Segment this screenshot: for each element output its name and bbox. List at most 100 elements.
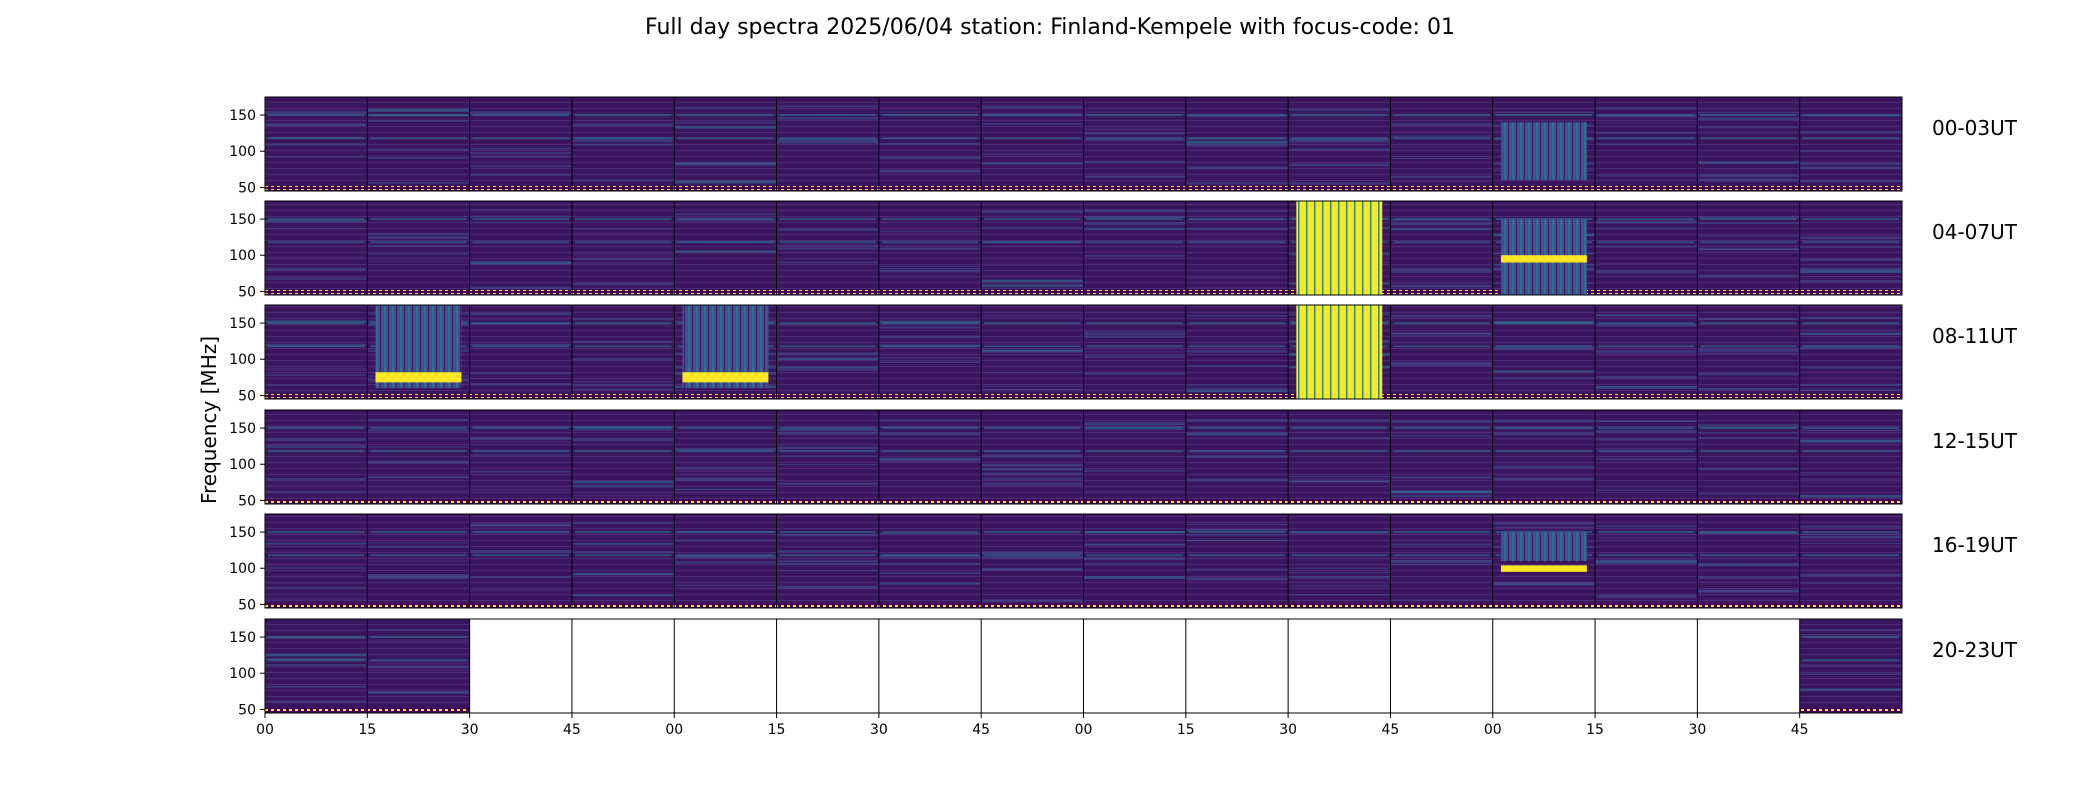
interference-line	[779, 427, 876, 430]
noise-band	[1288, 437, 1391, 440]
noise-band	[1595, 458, 1698, 461]
noise-band	[1390, 362, 1493, 365]
noise-band	[1288, 480, 1391, 483]
noise-band	[367, 668, 470, 672]
noise-band	[1390, 435, 1493, 437]
noise-band	[776, 244, 879, 248]
interference-line	[1393, 218, 1490, 221]
noise-band	[265, 597, 368, 601]
interference-line	[1291, 427, 1388, 430]
noise-band	[1390, 476, 1493, 479]
noise-band	[1185, 286, 1289, 288]
noise-band	[1697, 348, 1800, 352]
row-frame	[264, 513, 1903, 609]
noise-band	[776, 585, 879, 589]
interference-line	[779, 531, 876, 534]
noise-band	[776, 139, 879, 141]
noise-band	[981, 226, 1084, 229]
noise-band	[1492, 432, 1596, 436]
noise-band	[776, 105, 879, 108]
y-tick-label: 150	[229, 108, 256, 124]
noise-band	[1083, 216, 1186, 219]
noise-band	[981, 371, 1084, 374]
spectrum-panel	[469, 514, 572, 608]
noise-band	[1492, 477, 1596, 481]
noise-band	[1390, 599, 1493, 601]
noise-band	[1697, 161, 1800, 164]
noise-band	[878, 361, 982, 364]
noise-band	[776, 550, 879, 552]
empty-panel	[1390, 619, 1493, 713]
burst-feature	[1296, 201, 1383, 295]
row-time-label: 08-11UT	[1932, 324, 2018, 348]
noise-band	[981, 477, 1084, 480]
noise-band	[571, 546, 675, 548]
calibration-line	[1799, 708, 1902, 712]
noise-band	[1595, 420, 1698, 423]
y-tick-label: 150	[229, 525, 256, 541]
burst-feature	[1500, 122, 1587, 181]
y-tick-label: 50	[238, 180, 256, 196]
interference-line	[472, 241, 569, 244]
noise-band	[1288, 567, 1391, 569]
noise-band	[1390, 490, 1493, 494]
interference-line	[1188, 241, 1286, 244]
noise-band	[1799, 664, 1902, 667]
noise-band	[367, 574, 470, 577]
calibration-line	[981, 603, 1084, 607]
empty-panel	[1492, 619, 1596, 713]
noise-band	[1185, 478, 1289, 482]
noise-band	[1390, 222, 1493, 226]
interference-line	[779, 322, 876, 325]
interference-line	[1700, 345, 1797, 348]
row-frame	[264, 304, 1903, 400]
calibration-line	[367, 603, 470, 607]
interference-line	[268, 345, 365, 348]
interference-line	[677, 450, 774, 453]
chart-title: Full day spectra 2025/06/04 station: Fin…	[645, 15, 1455, 40]
noise-band	[265, 228, 368, 230]
interference-line	[370, 659, 467, 662]
interference-line	[1086, 322, 1183, 325]
noise-band	[367, 233, 470, 235]
calibration-line	[674, 603, 777, 607]
interference-line	[1393, 114, 1490, 117]
interference-line	[1086, 345, 1183, 348]
noise-band	[367, 662, 470, 664]
burst-feature	[1500, 565, 1587, 572]
y-tick-label: 100	[229, 144, 256, 160]
noise-band	[776, 569, 879, 572]
noise-band	[367, 108, 470, 112]
calibration-line	[367, 186, 470, 190]
calibration-line	[1083, 499, 1186, 503]
interference-line	[1700, 218, 1797, 221]
noise-band	[1083, 576, 1186, 579]
noise-band	[265, 220, 368, 222]
empty-panel	[1288, 619, 1391, 713]
noise-band	[776, 533, 879, 537]
burst-feature	[375, 372, 462, 383]
y-tick-label: 50	[238, 702, 256, 718]
spectrum-panel	[1799, 305, 1902, 399]
y-axis-label: Frequency [MHz]	[197, 336, 221, 504]
noise-band	[674, 162, 777, 165]
noise-band	[1390, 333, 1493, 336]
noise-band	[1697, 174, 1800, 178]
spectra-row: 150 100 50 16-19UT	[229, 513, 2018, 613]
row-frame	[264, 409, 1903, 505]
interference-line	[881, 137, 979, 140]
noise-band	[878, 268, 982, 270]
calibration-line	[1697, 186, 1800, 190]
empty-panel	[674, 619, 777, 713]
noise-band	[367, 148, 470, 151]
noise-band	[776, 358, 879, 360]
interference-line	[1086, 218, 1183, 221]
spectrum-panel	[367, 201, 470, 295]
empty-panel	[981, 619, 1084, 713]
empty-panel	[469, 619, 572, 713]
noise-band	[265, 478, 368, 481]
spectrum-panel	[1288, 410, 1391, 504]
noise-band	[1083, 175, 1186, 178]
interference-line	[1598, 554, 1695, 557]
calibration-line	[1288, 603, 1391, 607]
